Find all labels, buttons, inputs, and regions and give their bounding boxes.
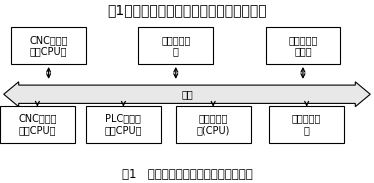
Bar bbox=[0, 106, 75, 143]
Bar bbox=[138, 27, 213, 64]
Text: CNC插补模
块（CPU）: CNC插补模 块（CPU） bbox=[18, 114, 56, 135]
Text: 位置控制模
块(CPU): 位置控制模 块(CPU) bbox=[196, 114, 230, 135]
Text: 图1是分布式数控系统共享总线基本结构。: 图1是分布式数控系统共享总线基本结构。 bbox=[107, 3, 267, 17]
Bar bbox=[11, 27, 86, 64]
Bar bbox=[176, 106, 251, 143]
Text: 操作面板显
示模块: 操作面板显 示模块 bbox=[288, 35, 318, 57]
Bar bbox=[269, 106, 344, 143]
Text: CNC管理模
块（CPU）: CNC管理模 块（CPU） bbox=[30, 35, 68, 57]
Bar bbox=[266, 27, 340, 64]
Text: 主存储器模
块: 主存储器模 块 bbox=[161, 35, 190, 57]
Text: 总线: 总线 bbox=[181, 89, 193, 99]
Polygon shape bbox=[4, 82, 370, 107]
Text: 主轴控制模
块: 主轴控制模 块 bbox=[292, 114, 321, 135]
Text: PLC功能模
块（CPU）: PLC功能模 块（CPU） bbox=[105, 114, 142, 135]
Text: 图1   分布式数控系统共享总线基本结构: 图1 分布式数控系统共享总线基本结构 bbox=[122, 168, 252, 181]
Bar bbox=[86, 106, 161, 143]
